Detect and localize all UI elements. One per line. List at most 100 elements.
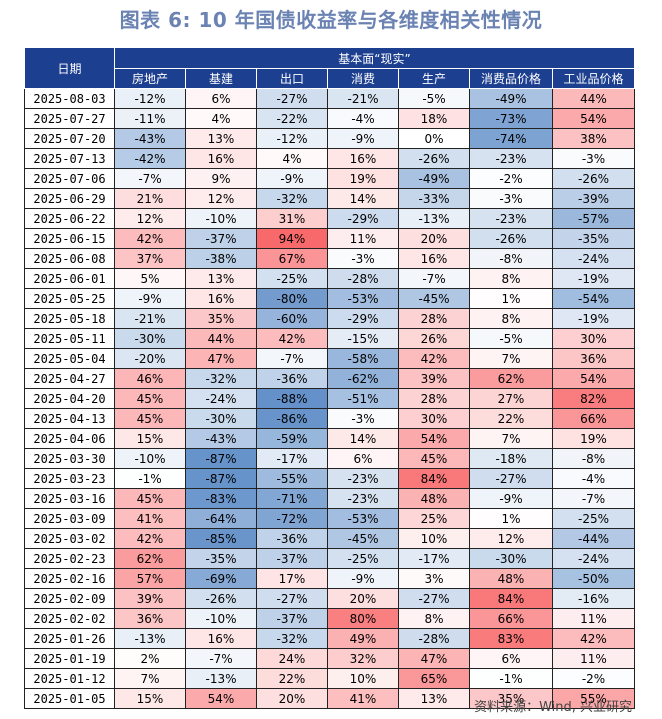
correlation-cell: 7% [469, 348, 553, 369]
correlation-cell: -38% [185, 248, 257, 269]
correlation-cell: -51% [327, 388, 399, 409]
correlation-cell: -4% [327, 108, 399, 129]
correlation-cell: -17% [398, 548, 470, 569]
correlation-cell: -9% [469, 488, 553, 509]
correlation-cell: -55% [256, 468, 328, 489]
correlation-cell: 25% [398, 508, 470, 529]
correlation-cell: -8% [469, 248, 553, 269]
correlation-cell: -10% [185, 208, 257, 229]
correlation-cell: -7% [114, 168, 186, 189]
correlation-cell: -62% [327, 368, 399, 389]
correlation-cell: 54% [185, 688, 257, 709]
correlation-cell: 19% [552, 428, 635, 449]
date-cell: 2025-01-12 [24, 668, 115, 689]
correlation-cell: -22% [256, 108, 328, 129]
correlation-cell: -42% [114, 148, 186, 169]
correlation-cell: 13% [185, 128, 257, 149]
column-header: 出口 [256, 68, 328, 89]
table-row: 2025-01-12 7% -13% 22% 10% 65% -1% -2% [24, 668, 635, 689]
correlation-cell: -29% [327, 308, 399, 329]
date-cell: 2025-01-19 [24, 648, 115, 669]
correlation-cell: -80% [256, 288, 328, 309]
correlation-cell: 42% [256, 328, 328, 349]
correlation-cell: -13% [185, 668, 257, 689]
date-cell: 2025-03-16 [24, 488, 115, 509]
date-cell: 2025-03-09 [24, 508, 115, 529]
date-cell: 2025-07-06 [24, 168, 115, 189]
correlation-cell: -13% [398, 208, 470, 229]
correlation-cell: -2% [552, 668, 635, 689]
table-row: 2025-01-05 15% 54% 20% 41% 13% 35% 55% [24, 688, 635, 709]
correlation-cell: -23% [469, 208, 553, 229]
correlation-cell: 54% [398, 428, 470, 449]
correlation-cell: -24% [552, 548, 635, 569]
date-cell: 2025-03-23 [24, 468, 115, 489]
table-row: 2025-06-15 42% -37% 94% 11% 20% -26% -35% [24, 228, 635, 249]
correlation-cell: 24% [256, 648, 328, 669]
correlation-cell: 14% [327, 188, 399, 209]
correlation-cell: 6% [327, 448, 399, 469]
correlation-cell: -27% [256, 88, 328, 109]
correlation-cell: 66% [469, 608, 553, 629]
correlation-cell: -9% [256, 168, 328, 189]
correlation-cell: 18% [398, 108, 470, 129]
correlation-cell: 47% [185, 348, 257, 369]
date-cell: 2025-07-20 [24, 128, 115, 149]
correlation-cell: 42% [552, 628, 635, 649]
correlation-cell: 20% [327, 588, 399, 609]
correlation-cell: 83% [469, 628, 553, 649]
correlation-cell: -43% [114, 128, 186, 149]
correlation-cell: 45% [114, 388, 186, 409]
table-row: 2025-06-29 21% 12% -32% 14% -33% -3% -39% [24, 188, 635, 209]
correlation-cell: 46% [114, 368, 186, 389]
correlation-cell: 84% [469, 588, 553, 609]
table-row: 2025-04-06 15% -43% -59% 14% 54% 7% 19% [24, 428, 635, 449]
correlation-cell: -37% [185, 228, 257, 249]
correlation-cell: 65% [398, 668, 470, 689]
correlation-cell: -5% [469, 328, 553, 349]
correlation-cell: -26% [398, 148, 470, 169]
table-row: 2025-05-11 -30% 44% 42% -15% 26% -5% 30% [24, 328, 635, 349]
correlation-cell: 22% [469, 408, 553, 429]
correlation-cell: 55% [552, 688, 635, 709]
correlation-cell: 32% [327, 648, 399, 669]
page-title: 图表 6: 10 年国债收益率与各维度相关性情况 [119, 8, 543, 32]
correlation-cell: -86% [256, 408, 328, 429]
table-row: 2025-06-08 37% -38% 67% -3% 16% -8% -24% [24, 248, 635, 269]
correlation-cell: 54% [552, 368, 635, 389]
correlation-cell: 11% [552, 608, 635, 629]
correlation-cell: 36% [114, 608, 186, 629]
correlation-cell: 84% [398, 468, 470, 489]
correlation-cell: 2% [114, 648, 186, 669]
correlation-cell: 1% [469, 508, 553, 529]
date-cell: 2025-05-04 [24, 348, 115, 369]
correlation-cell: 20% [256, 688, 328, 709]
correlation-cell: -43% [185, 428, 257, 449]
date-cell: 2025-04-13 [24, 408, 115, 429]
correlation-cell: -32% [185, 368, 257, 389]
table-row: 2025-08-03 -12% 6% -27% -21% -5% -49% 44% [24, 88, 635, 109]
date-cell: 2025-03-02 [24, 528, 115, 549]
correlation-cell: -24% [185, 388, 257, 409]
correlation-cell: -36% [256, 528, 328, 549]
date-column-header: 日期 [24, 47, 115, 89]
correlation-cell: -30% [469, 548, 553, 569]
correlation-cell: -37% [256, 548, 328, 569]
correlation-cell: 4% [185, 108, 257, 129]
correlation-cell: -19% [552, 308, 635, 329]
date-cell: 2025-08-03 [24, 88, 115, 109]
correlation-cell: -87% [185, 448, 257, 469]
date-cell: 2025-07-27 [24, 108, 115, 129]
correlation-cell: 45% [398, 448, 470, 469]
table-row: 2025-07-20 -43% 13% -12% -9% 0% -74% 38% [24, 128, 635, 149]
correlation-cell: -88% [256, 388, 328, 409]
column-header: 房地产 [114, 68, 186, 89]
table-row: 2025-03-16 45% -83% -71% -23% 48% -9% -7% [24, 488, 635, 509]
column-header: 工业品价格 [552, 68, 635, 89]
correlation-cell: -45% [327, 528, 399, 549]
correlation-cell: -26% [185, 588, 257, 609]
correlation-cell: -27% [256, 588, 328, 609]
table-row: 2025-02-16 57% -69% 17% -9% 3% 48% -50% [24, 568, 635, 589]
correlation-cell: 48% [469, 568, 553, 589]
correlation-cell: 16% [185, 288, 257, 309]
